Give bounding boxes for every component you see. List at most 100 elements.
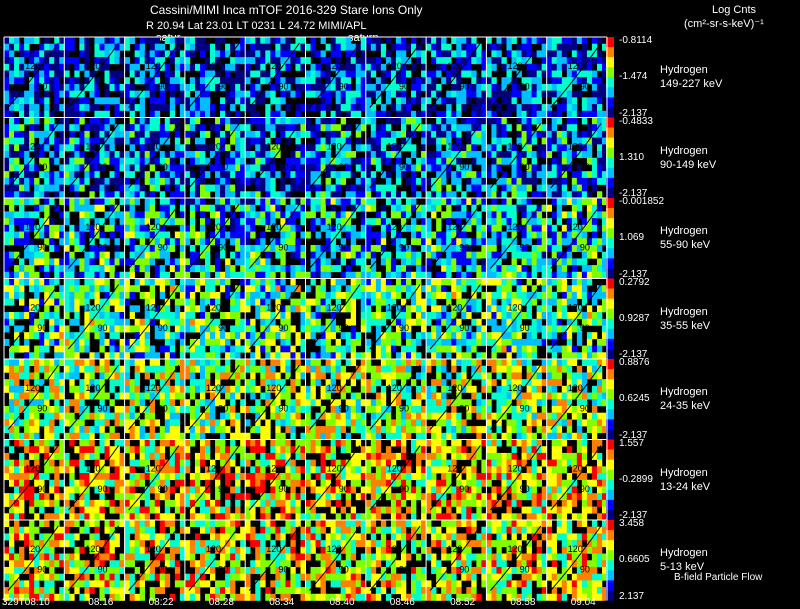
heatmap-cell <box>305 90 311 98</box>
heatmap-cell <box>194 90 201 98</box>
heatmap-cell <box>481 271 487 279</box>
heatmap-cell <box>385 338 392 346</box>
heatmap-cell <box>250 325 256 333</box>
heatmap-cell <box>345 83 352 91</box>
contour-line <box>7 284 59 350</box>
heatmap-cell <box>64 312 70 320</box>
heatmap-cell <box>79 110 85 118</box>
heatmap-cell <box>179 191 186 199</box>
heatmap-cell <box>89 265 95 273</box>
heatmap-cell <box>441 338 447 346</box>
heatmap-cell <box>305 130 311 138</box>
heatmap-cell <box>395 251 402 259</box>
heatmap-cell <box>255 285 261 293</box>
heatmap-cell <box>194 157 201 165</box>
contour-line <box>128 42 180 108</box>
heatmap-cell <box>104 278 110 286</box>
heatmap-cell <box>400 37 407 45</box>
heatmap-cell <box>114 191 120 199</box>
heatmap-cell <box>320 137 326 145</box>
heatmap-cell <box>370 37 377 45</box>
heatmap-cell <box>365 224 372 232</box>
heatmap-cell <box>245 218 251 226</box>
heatmap-cell <box>305 157 311 165</box>
heatmap-cell <box>149 37 156 45</box>
heatmap-cell <box>114 372 120 380</box>
heatmap-cell <box>451 224 457 232</box>
heatmap-cell <box>119 405 125 413</box>
heatmap-cell <box>295 117 301 125</box>
colorbar-segment <box>606 304 614 308</box>
heatmap-cell <box>64 231 70 239</box>
heatmap-cell <box>225 124 231 132</box>
heatmap-cell <box>591 291 598 299</box>
heatmap-cell <box>94 365 100 373</box>
colorbar-segment <box>606 198 614 201</box>
heatmap-cell <box>64 218 70 226</box>
heatmap-cell <box>451 198 457 206</box>
heatmap-cell <box>109 318 115 326</box>
heatmap-cell <box>586 218 593 226</box>
heatmap-cell <box>340 332 346 340</box>
heatmap-cell <box>19 238 25 246</box>
heatmap-cell <box>566 124 573 132</box>
heatmap-cell <box>350 291 357 299</box>
heatmap-cell <box>431 90 437 98</box>
heatmap-cell <box>591 198 598 206</box>
heatmap-cell <box>511 325 517 333</box>
heatmap-cell <box>159 238 166 246</box>
heatmap-cell <box>556 265 563 273</box>
heatmap-cell <box>275 124 281 132</box>
heatmap-cell <box>305 211 311 219</box>
heatmap-cell <box>431 291 437 299</box>
heatmap-cell <box>99 265 105 273</box>
heatmap-cell <box>421 231 427 239</box>
heatmap-cell <box>325 218 331 226</box>
heatmap-cell <box>441 278 447 286</box>
heatmap-cell <box>586 171 593 179</box>
heatmap-cell <box>591 110 598 118</box>
colorbar-segment <box>606 159 614 163</box>
heatmap-cell <box>280 57 286 65</box>
heatmap-cell <box>260 271 266 279</box>
heatmap-cell <box>174 83 181 91</box>
heatmap-cell <box>14 278 20 286</box>
heatmap-cell <box>340 83 346 91</box>
heatmap-cell <box>69 43 75 51</box>
heatmap-cell <box>255 291 261 299</box>
heatmap-cell <box>260 144 266 152</box>
heatmap-cell <box>14 325 20 333</box>
heatmap-cell <box>114 291 120 299</box>
heatmap-cell <box>365 231 372 239</box>
heatmap-cell <box>446 238 452 246</box>
heatmap-cell <box>426 318 432 326</box>
heatmap-cell <box>109 57 115 65</box>
heatmap-cell <box>426 83 432 91</box>
heatmap-cell <box>526 164 532 172</box>
heatmap-cell <box>511 104 517 112</box>
heatmap-cell <box>74 124 80 132</box>
heatmap-cell <box>74 405 80 413</box>
heatmap-cell <box>385 191 392 199</box>
heatmap-cell <box>144 325 151 333</box>
heatmap-cell <box>486 77 492 85</box>
heatmap-cell <box>320 345 326 353</box>
heatmap-cell <box>501 137 507 145</box>
heatmap-cell <box>370 130 377 138</box>
heatmap-cell <box>365 265 372 273</box>
heatmap-cell <box>29 83 35 91</box>
heatmap-cell <box>591 204 598 212</box>
heatmap-cell <box>94 332 100 340</box>
heatmap-cell <box>139 338 145 346</box>
heatmap-cell <box>84 177 90 185</box>
heatmap-cell <box>456 184 462 192</box>
heatmap-cell <box>174 124 181 132</box>
heatmap-cell <box>340 137 346 145</box>
heatmap-cell <box>315 130 321 138</box>
heatmap-cell <box>385 171 392 179</box>
heatmap-cell <box>109 399 115 407</box>
heatmap-cell <box>164 352 171 360</box>
heatmap-cell <box>571 124 578 132</box>
heatmap-cell <box>114 352 120 360</box>
heatmap-cell <box>205 338 211 346</box>
